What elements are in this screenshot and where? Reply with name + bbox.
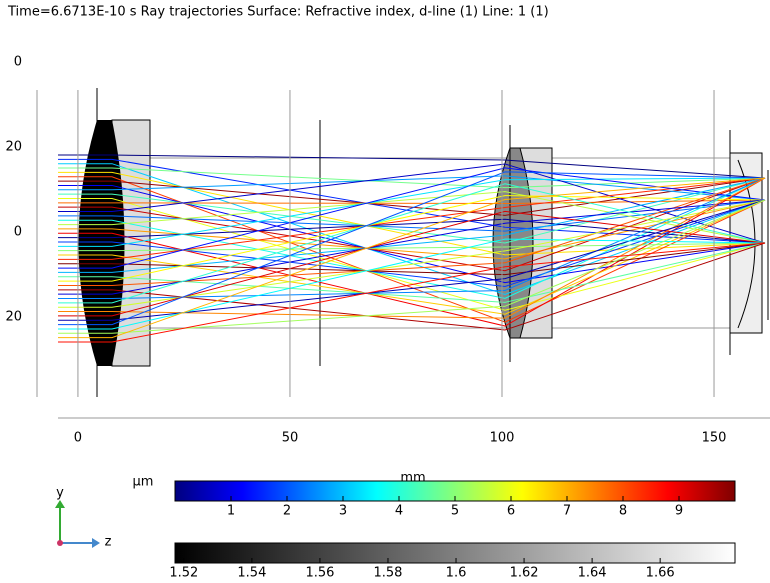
ray — [58, 177, 766, 216]
y-tick-label: 20 — [5, 140, 22, 155]
ray — [58, 199, 766, 232]
y-tick-label: 0 — [14, 55, 22, 70]
colorbar-tick-label: 1.66 — [646, 566, 675, 581]
colorbar-tick-label: 4 — [395, 504, 403, 519]
colorbar-tick-label: 9 — [675, 504, 683, 519]
colorbar-tick-label: 8 — [619, 504, 627, 519]
colorbar-tick-label: 1.6 — [446, 566, 467, 581]
rays — [58, 154, 766, 343]
ray — [58, 177, 766, 339]
ray — [58, 177, 766, 299]
colorbar-tick-label: 1.58 — [374, 566, 403, 581]
ray — [58, 177, 766, 272]
colorbar-tick-label: 3 — [339, 504, 347, 519]
ray — [58, 167, 766, 269]
ray — [58, 158, 766, 244]
ray — [58, 199, 766, 204]
x-tick-label: 150 — [702, 431, 727, 446]
ray — [58, 199, 766, 321]
ray — [58, 191, 766, 244]
ray — [58, 177, 766, 260]
triad-arrow — [92, 538, 100, 548]
colorbar-tick-label: 5 — [451, 504, 459, 519]
triad-label: y — [56, 486, 64, 501]
colorbar-tick-label: 7 — [563, 504, 571, 519]
colorbar-tick-label: 1.64 — [578, 566, 607, 581]
ray — [58, 210, 766, 317]
ray — [58, 175, 766, 201]
x-tick-label: 100 — [490, 431, 515, 446]
ray — [58, 242, 766, 331]
ray — [58, 177, 766, 319]
ray — [58, 163, 766, 244]
ray — [58, 218, 766, 244]
ray — [58, 163, 766, 295]
ray — [58, 199, 766, 315]
ray — [58, 184, 766, 284]
colorbar-tick-label: 1.56 — [305, 566, 334, 581]
x-tick-label: 50 — [282, 431, 299, 446]
ray — [58, 177, 766, 247]
ray — [58, 199, 766, 260]
ray — [58, 199, 766, 295]
axis-triad: y z — [55, 486, 112, 550]
ray — [58, 197, 766, 311]
y-tick-label: 0 — [14, 225, 22, 240]
ray — [58, 183, 766, 304]
colorbar-tick-label: 6 — [507, 504, 515, 519]
ray — [58, 242, 766, 303]
ray — [58, 177, 766, 244]
ray — [58, 238, 766, 330]
colorbar-tick-label: 1.54 — [237, 566, 266, 581]
x-tick-label: 0 — [74, 431, 82, 446]
ray — [58, 177, 766, 327]
y-tick-label: 20 — [5, 310, 22, 325]
ray — [58, 199, 766, 334]
ray — [58, 167, 766, 189]
ray — [58, 242, 766, 276]
triad-arrow — [55, 500, 65, 508]
ray — [58, 177, 766, 286]
plot-title: Time=6.6713E-10 s Ray trajectories Surfa… — [7, 5, 549, 20]
ray — [58, 177, 766, 273]
colorbar-tick-label: 2 — [283, 504, 291, 519]
ray — [58, 242, 766, 343]
ray — [58, 195, 766, 282]
plot-frame — [36, 90, 770, 419]
triad-origin — [57, 540, 63, 546]
ray — [58, 199, 766, 308]
ray — [58, 242, 766, 252]
colorbar-tick-label: 1 — [227, 504, 235, 519]
ray — [58, 154, 766, 179]
colorbar-tick-label: 1.62 — [510, 566, 539, 581]
colorbar — [174, 542, 736, 564]
colorbar-label: µm — [133, 475, 154, 490]
ray — [58, 171, 766, 256]
colorbar-tick-label: 1.52 — [169, 566, 198, 581]
ray — [58, 177, 766, 300]
ray — [58, 199, 766, 288]
ray — [58, 176, 766, 323]
triad-label: z — [105, 535, 112, 550]
ray — [58, 171, 766, 326]
